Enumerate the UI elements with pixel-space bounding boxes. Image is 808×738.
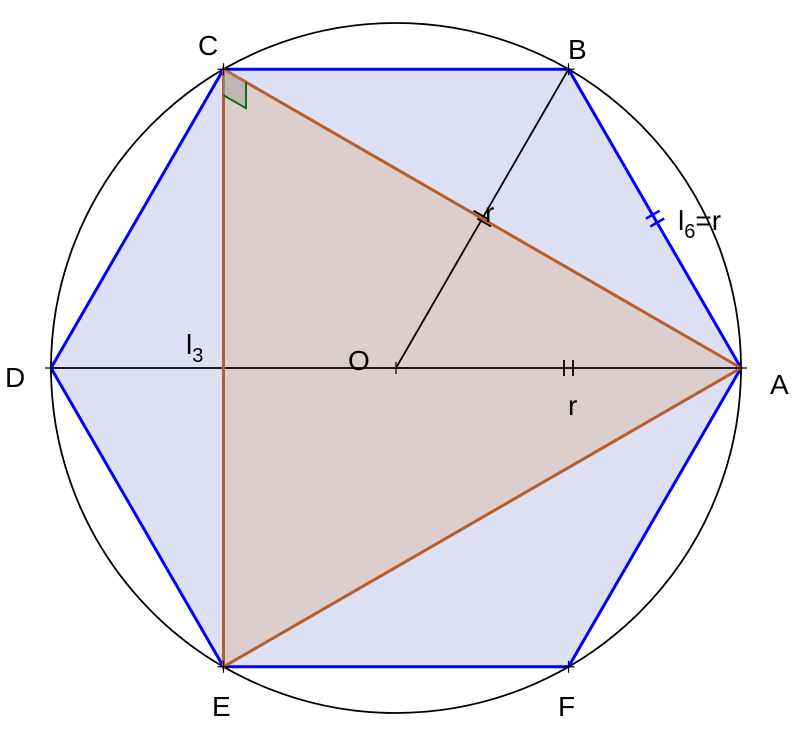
label-r-OA: r [568,390,577,421]
label-r-OB: r [485,197,494,228]
geometry-diagram: A B C D E F O r r l6=r l3 [0,0,808,738]
label-F: F [558,691,575,722]
label-C: C [198,30,218,61]
label-O: O [348,345,370,376]
label-D: D [5,362,25,393]
label-B: B [568,34,587,65]
label-E: E [212,691,231,722]
label-A: A [770,369,789,400]
